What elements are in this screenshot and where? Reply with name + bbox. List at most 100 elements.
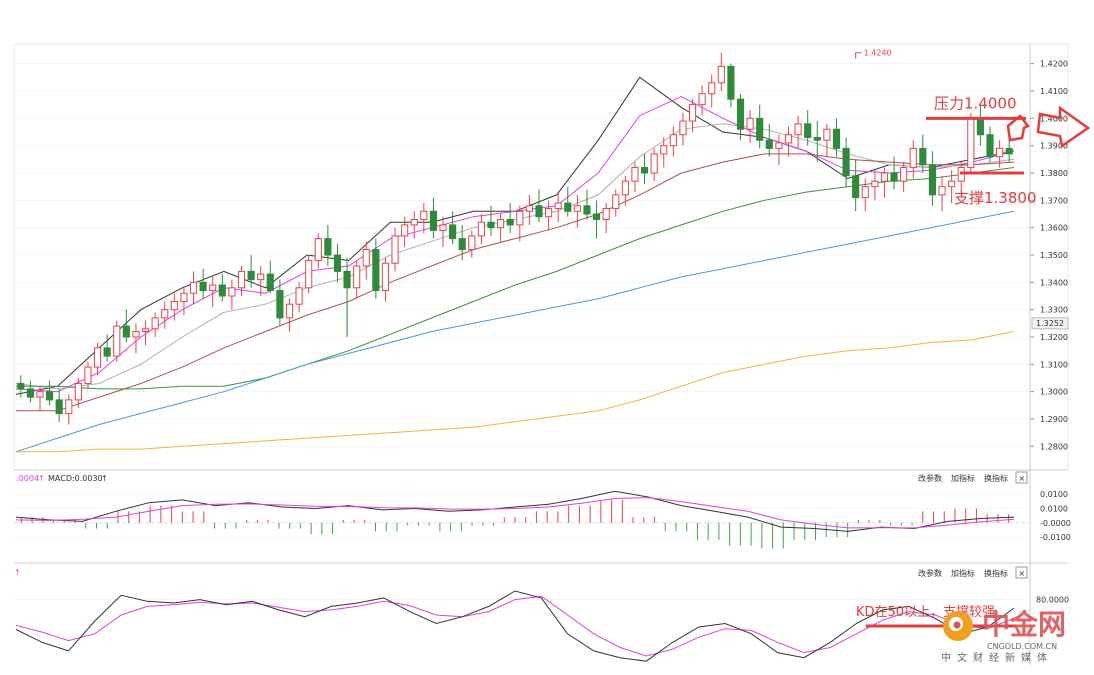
macd-histogram [20, 499, 1010, 549]
price-tick-label: 1.3900 [1040, 142, 1068, 151]
candle [727, 63, 735, 108]
candle [381, 257, 390, 302]
candle [784, 126, 793, 157]
macd-diff-line [15, 490, 1015, 532]
candle-body [631, 167, 639, 182]
candle [372, 238, 380, 299]
candle-body [727, 65, 735, 100]
candle [679, 112, 687, 146]
candle-body [775, 142, 783, 149]
macd-axis: 0.0100 0.0100 -0.0000 -0.0100 [1040, 490, 1071, 542]
candle [986, 126, 994, 163]
candle-body [305, 259, 313, 289]
candle [880, 167, 889, 198]
candle [631, 162, 639, 193]
candle-body [928, 164, 937, 196]
candle [612, 189, 620, 217]
candle [832, 118, 841, 157]
candle [458, 224, 466, 261]
price-tick-label: 1.3200 [1040, 333, 1068, 342]
main-grid [14, 63, 1030, 447]
candle [189, 271, 198, 305]
candle-body [765, 139, 773, 149]
macd-tick-label: 0.0100 [1040, 490, 1068, 499]
kd-modify-params-button[interactable]: 改参数 [918, 568, 942, 578]
candle-body [372, 249, 380, 292]
macd-dea-line [15, 497, 1015, 529]
kd-close-button[interactable] [1015, 566, 1028, 579]
candle [295, 282, 303, 313]
candle [46, 380, 54, 406]
moving-average-line [16, 167, 1015, 390]
macd-modify-params-button[interactable]: 改参数 [918, 473, 942, 483]
kd-lines [15, 590, 1015, 662]
candle [477, 214, 485, 245]
candle [84, 361, 92, 389]
kd-add-indicator-button[interactable]: 加指标 [951, 568, 975, 578]
macd-close-button[interactable] [1015, 471, 1028, 484]
candle-body [554, 202, 562, 210]
candle-body [314, 238, 322, 261]
candle-body [189, 281, 198, 294]
candle-body [55, 399, 63, 415]
candle [909, 140, 917, 179]
high-price-label: 1.4240 [864, 49, 892, 58]
candle-body [468, 235, 476, 251]
candle-body [583, 205, 591, 215]
candle [996, 140, 1004, 168]
candle-body [708, 82, 716, 95]
candle-body [784, 134, 793, 144]
candle-body [65, 399, 73, 415]
candle [410, 211, 418, 239]
candle-body [36, 391, 44, 398]
candle-body [410, 218, 418, 226]
watermark-domain: CNGOLD.COM.CN [987, 642, 1057, 651]
candle [132, 323, 140, 354]
price-tick-label: 1.4100 [1040, 87, 1068, 96]
candle-body [564, 202, 572, 212]
macd-arrow-icon-2: ↑ [101, 474, 108, 483]
candle [429, 197, 438, 239]
kd-change-indicator-button[interactable]: 换指标 [984, 568, 1008, 578]
candle [36, 386, 44, 411]
candle-body [832, 128, 841, 149]
macd-change-indicator-button[interactable]: 换指标 [984, 473, 1008, 483]
candle-body [74, 382, 82, 401]
candle-body [871, 180, 879, 188]
kd-tick-label: 80.0000 [1036, 596, 1069, 605]
kd-close-icon: × [1019, 569, 1026, 578]
support-annotation: 支撑1.3800 [954, 171, 1037, 207]
candle [957, 162, 965, 193]
candle [55, 388, 63, 422]
price-tick-label: 1.4200 [1040, 60, 1068, 69]
price-tick-label: 1.3700 [1040, 196, 1068, 205]
support-label: 支撑1.3800 [954, 189, 1037, 207]
candle [756, 104, 764, 149]
candle-body [525, 205, 533, 212]
candle-body [218, 284, 226, 297]
candlesticks [17, 52, 1013, 425]
candle [640, 153, 649, 184]
candle [900, 162, 908, 193]
price-tick-label: 1.3100 [1040, 360, 1068, 369]
candle [161, 301, 169, 329]
candle [919, 134, 927, 173]
candle-body [967, 117, 975, 169]
watermark-name: 中金网 [982, 608, 1066, 641]
candle-body [948, 180, 956, 188]
candle [468, 230, 476, 258]
last-price-marker: 1.3252 [1031, 317, 1069, 330]
candle-body [660, 145, 668, 155]
candle-body [103, 347, 111, 357]
candle [103, 334, 111, 362]
candle-body [161, 309, 169, 319]
candle-body [602, 208, 610, 220]
macd-tick-label: -0.0000 [1040, 519, 1071, 528]
macd-add-indicator-button[interactable]: 加指标 [951, 473, 975, 483]
candle-body [247, 270, 255, 281]
candle [573, 194, 581, 228]
candle-body [343, 270, 351, 289]
candle [353, 260, 361, 299]
candle-body [391, 235, 399, 264]
candle-body [458, 238, 466, 251]
